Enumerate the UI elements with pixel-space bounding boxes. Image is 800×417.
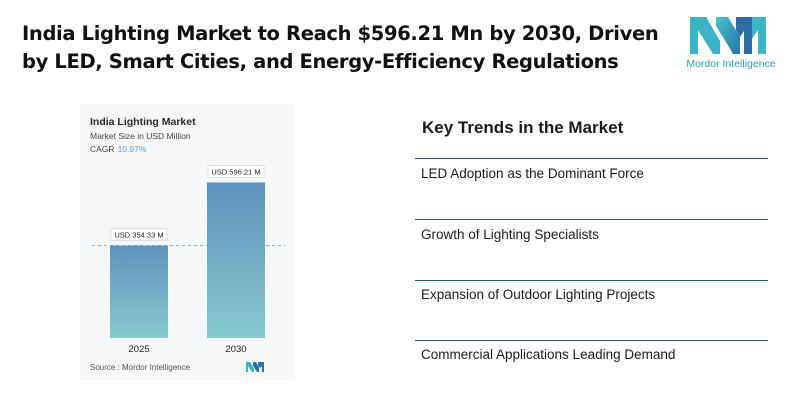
bar-2030 <box>207 182 265 338</box>
chart-subtitle: Market Size in USD Million <box>90 131 191 141</box>
trend-item-lighting-specialists[interactable]: Growth of Lighting Specialists <box>421 227 599 242</box>
trend-divider <box>415 219 768 220</box>
chart-title: India Lighting Market <box>90 116 196 128</box>
chart-cagr: CAGR 10.97% <box>90 144 146 154</box>
data-label-box <box>110 228 168 241</box>
x-tick-label: 2025 <box>128 344 149 355</box>
bar-2025 <box>110 245 168 338</box>
cagr-label: CAGR <box>90 144 115 154</box>
chart-source: Source : Mordor Intelligence <box>90 363 191 372</box>
bar-chart: USD 354.33 M 2025 USD 596.21 M 2030 <box>92 165 285 355</box>
mordor-logo-icon <box>690 17 766 54</box>
headline-line-1: India Lighting Market to Reach $596.21 M… <box>22 22 659 45</box>
data-label: USD 354.33 M <box>114 231 163 240</box>
x-tick-label: 2030 <box>225 344 246 355</box>
brand-name: Mordor Intelligence <box>686 58 776 70</box>
chart-card: India Lighting Market Market Size in USD… <box>80 104 295 380</box>
trend-item-commercial-applications[interactable]: Commercial Applications Leading Demand <box>421 347 676 362</box>
trend-item-led-adoption[interactable]: LED Adoption as the Dominant Force <box>421 166 644 181</box>
headline: India Lighting Market to Reach $596.21 M… <box>22 20 662 76</box>
trend-divider <box>415 340 768 341</box>
trend-item-outdoor-lighting[interactable]: Expansion of Outdoor Lighting Projects <box>421 287 656 302</box>
trend-divider <box>415 280 768 281</box>
cagr-value: 10.97% <box>117 144 147 154</box>
key-trends-title: Key Trends in the Market <box>422 118 624 137</box>
headline-line-2: by LED, Smart Cities, and Energy-Efficie… <box>22 50 619 73</box>
trend-divider <box>415 158 768 159</box>
brand-logo: Mordor Intelligence <box>676 14 786 70</box>
data-label: USD 596.21 M <box>211 167 260 176</box>
source-logo-icon <box>246 362 264 372</box>
data-label-box <box>207 165 265 178</box>
